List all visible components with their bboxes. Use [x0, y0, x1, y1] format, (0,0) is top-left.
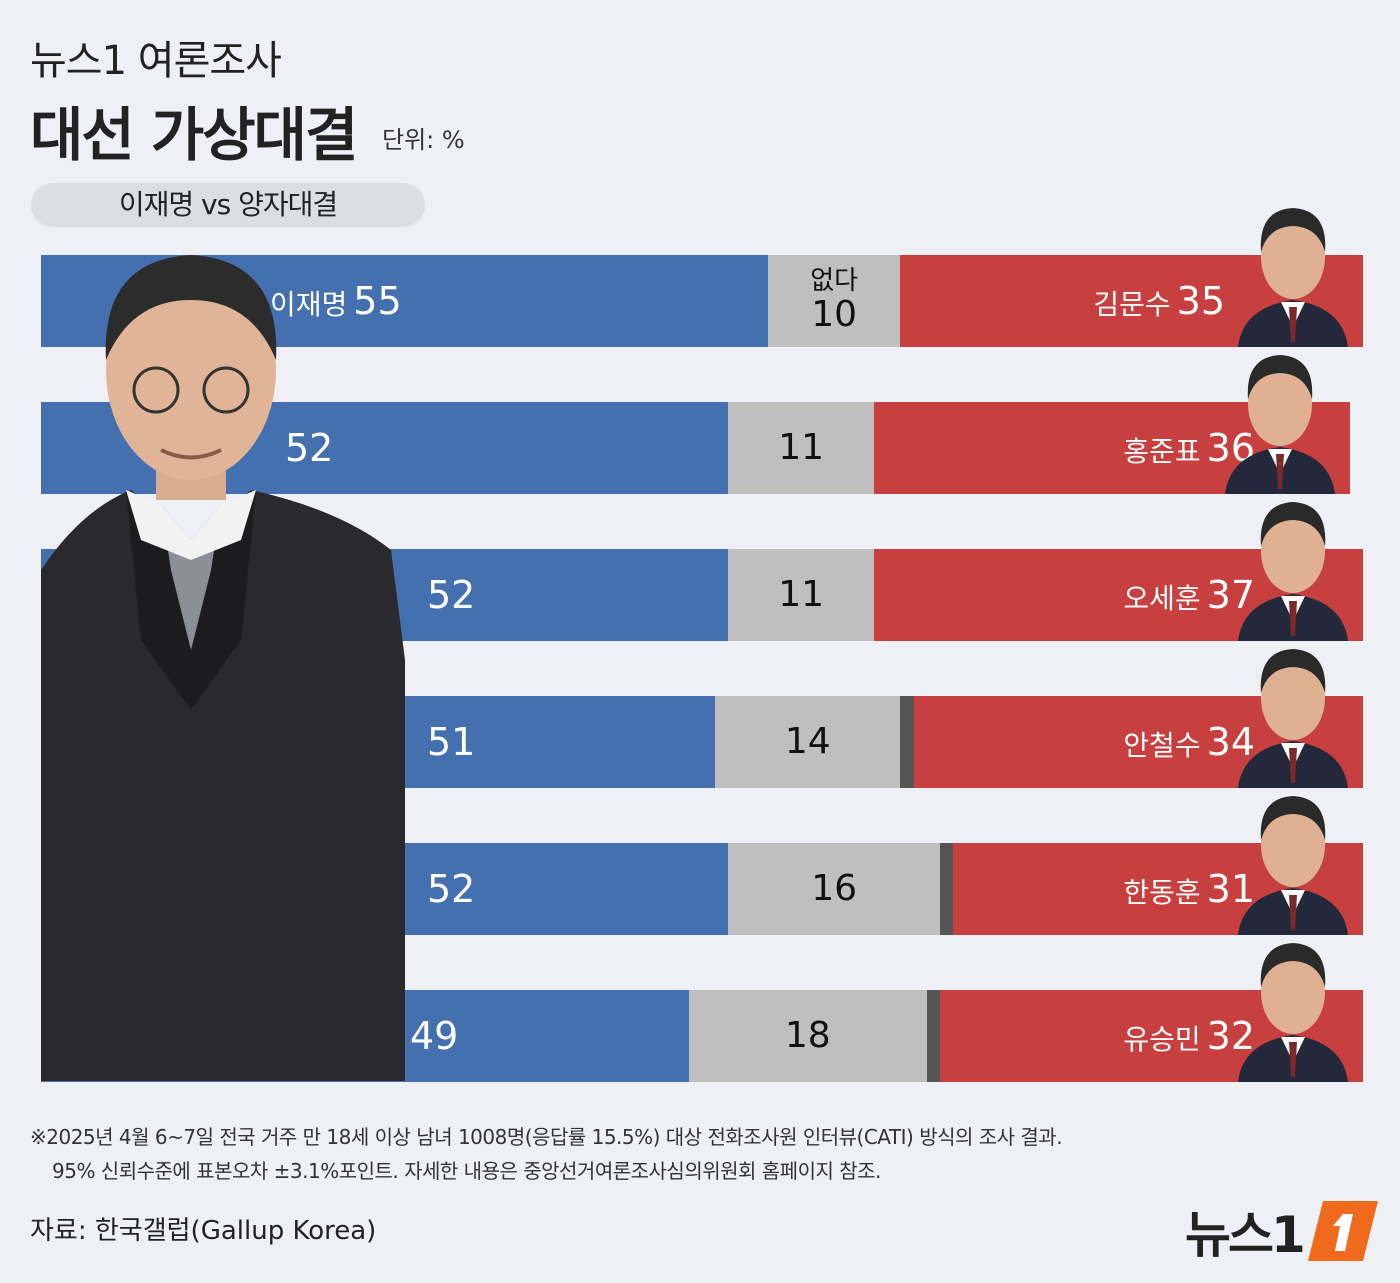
opponent-photo [1238, 796, 1348, 935]
none-value: 18 [784, 1015, 831, 1057]
bar-segment-other [926, 990, 940, 1082]
lee-value-label: 49 [410, 990, 458, 1082]
opponent-value: 37 [1206, 573, 1255, 617]
none-label: 없다 [810, 266, 859, 297]
lee-value-label: 이재명 55 [270, 255, 402, 347]
lee-value-label: 52 [427, 843, 475, 935]
none-value: 11 [778, 427, 825, 469]
news1-logo: 뉴스1 [1185, 1195, 1383, 1267]
none-value-label: 18 [689, 990, 927, 1082]
lee-value: 52 [427, 573, 476, 617]
survey-note-line2: 95% 신뢰수준에 표본오차 ±3.1%포인트. 자세한 내용은 중앙선거여론조… [52, 1159, 881, 1183]
lee-value: 49 [410, 1014, 459, 1058]
opponent-photo [1238, 649, 1348, 788]
opponent-value-label: 홍준표 36 [1123, 402, 1255, 494]
opponent-value: 34 [1206, 720, 1255, 764]
opponent-value-label: 김문수 35 [1093, 255, 1225, 347]
opponent-photo [1224, 355, 1335, 494]
opponent-photo [1238, 943, 1348, 1082]
none-value: 14 [784, 721, 831, 763]
opponent-name: 오세훈 [1123, 582, 1201, 615]
logo-text: 뉴스1 [1185, 1206, 1306, 1264]
opponent-value: 32 [1206, 1014, 1255, 1058]
bar-segment-none [728, 549, 874, 641]
unit-label: 단위: % [382, 126, 465, 154]
none-value: 11 [778, 574, 825, 616]
lee-value-label: 52 [285, 402, 333, 494]
opponent-value-label: 한동훈 31 [1123, 843, 1255, 935]
opponent-name: 홍준표 [1123, 435, 1201, 468]
opponent-photo [1238, 502, 1348, 641]
none-value-label: 14 [715, 696, 900, 788]
survey-note: ※2025년 4월 6~7일 전국 거주 만 18세 이상 남녀 1008명(응… [30, 1120, 1063, 1188]
logo-mark-icon [1307, 1201, 1378, 1261]
opponent-value-label: 안철수 34 [1123, 696, 1255, 788]
bar-segment-none [715, 696, 901, 788]
bar-segment-other [939, 843, 954, 935]
lee-value: 55 [353, 279, 402, 323]
bar-segment-none [728, 843, 940, 935]
none-value: 10 [811, 293, 858, 335]
lee-value-label: 51 [427, 696, 475, 788]
none-value-label: 11 [728, 549, 873, 641]
none-value: 16 [811, 868, 858, 910]
lee-value: 52 [285, 426, 334, 470]
lee-value: 51 [427, 720, 476, 764]
opponent-name: 안철수 [1123, 729, 1201, 762]
bar-segment-none [728, 402, 874, 494]
opponent-photo [1238, 208, 1348, 347]
kicker: 뉴스1 여론조사 [30, 38, 282, 84]
bar-segment-none [768, 255, 901, 347]
survey-note-line1: ※2025년 4월 6~7일 전국 거주 만 18세 이상 남녀 1008명(응… [30, 1125, 1063, 1149]
lee-value-label: 52 [427, 549, 475, 641]
opponent-name: 한동훈 [1123, 876, 1201, 909]
bar-segment-none [688, 990, 927, 1082]
opponent-value-label: 유승민 32 [1123, 990, 1255, 1082]
none-value-label: 11 [728, 402, 873, 494]
subtitle-pill: 이재명 vs 양자대결 [31, 183, 425, 227]
lee-name: 이재명 [270, 288, 348, 321]
opponent-value: 35 [1176, 279, 1225, 323]
source: 자료: 한국갤럽(Gallup Korea) [30, 1216, 377, 1246]
none-value-label: 없다 10 [768, 255, 900, 347]
opponent-value-label: 오세훈 37 [1123, 549, 1255, 641]
opponent-value: 31 [1206, 867, 1255, 911]
page-title: 대선 가상대결 [30, 101, 358, 169]
opponent-name: 김문수 [1093, 288, 1171, 321]
lee-jae-myung-photo [41, 255, 405, 1081]
none-value-label: 16 [728, 843, 940, 935]
opponent-name: 유승민 [1123, 1023, 1201, 1056]
lee-value: 52 [427, 867, 476, 911]
bar-segment-other [900, 696, 914, 788]
